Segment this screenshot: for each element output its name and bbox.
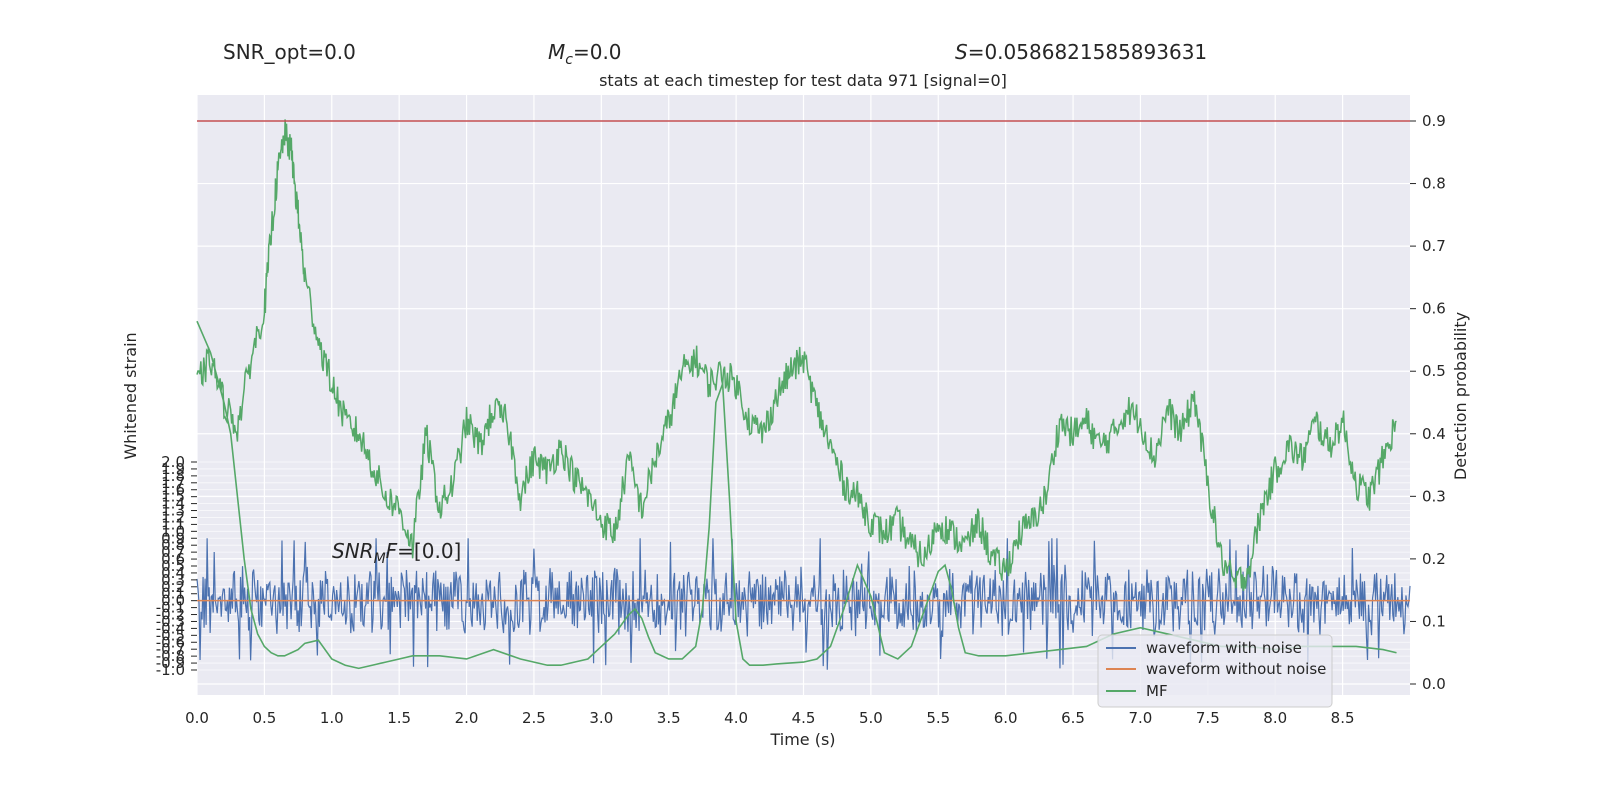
snr-opt-label: SNR_opt=0.0 <box>223 40 356 64</box>
y-right-tick-label: 0.9 <box>1422 112 1446 130</box>
x-tick-label: 8.5 <box>1331 709 1355 727</box>
legend: waveform with noise waveform without noi… <box>1097 634 1333 708</box>
x-tick-label: 6.0 <box>994 709 1018 727</box>
snr-mf-sub: M <box>374 551 386 567</box>
x-tick-label: 3.0 <box>589 709 613 727</box>
y-left-tick-label: 0.3 <box>161 571 185 589</box>
y-left-tick-label: -0.6 <box>156 633 185 651</box>
y-left-tick-label: -0.2 <box>156 606 185 624</box>
chirp-mass-sub: c <box>565 52 573 68</box>
y-left-tick-label: -0.8 <box>156 647 185 665</box>
y-left-tick-label: -0.3 <box>156 612 185 630</box>
y-left-tick-label: 1.7 <box>161 474 185 492</box>
x-axis-label: Time (s) <box>769 730 835 749</box>
legend-label-noisy: waveform with noise <box>1146 639 1302 657</box>
y-right-tick-label: 0.2 <box>1422 550 1446 568</box>
x-tick-label: 4.5 <box>792 709 816 727</box>
y-left-tick-label: 1.9 <box>161 460 185 478</box>
y-left-tick-label: -0.1 <box>156 599 185 617</box>
y-right-tick-label: 0.1 <box>1422 612 1446 630</box>
s-stat-symbol: S <box>955 40 968 64</box>
x-tick-label: 0.0 <box>185 709 209 727</box>
y-right-tick-label: 0.5 <box>1422 362 1446 380</box>
y-left-tick-label: -0.7 <box>156 640 185 658</box>
x-tick-label: 3.5 <box>657 709 681 727</box>
y-left-tick-label: -0.4 <box>156 619 185 637</box>
y-left-tick-label: 0.0 <box>161 592 185 610</box>
y-right-tick-label: 0.7 <box>1422 237 1446 255</box>
x-tick-label: 5.0 <box>859 709 883 727</box>
y-right-tick-label: 0.6 <box>1422 300 1446 318</box>
y-left-tick-label: 1.4 <box>161 495 185 513</box>
snr-mf-value: =[0.0] <box>397 539 461 563</box>
y-left-tick-label: 1.6 <box>161 481 185 499</box>
y-left-tick-label: 1.2 <box>161 508 185 526</box>
y-left-tick-label: 0.9 <box>161 529 185 547</box>
y-left-tick-label: 2.0 <box>161 453 185 471</box>
y-left-tick-label: -0.9 <box>156 654 185 672</box>
chirp-mass-label: Mc=0.0 <box>548 40 622 68</box>
snr-mf-mid: F <box>386 539 398 563</box>
y-left-tick-label: 0.1 <box>161 585 185 603</box>
y-left-tick-label: 1.5 <box>161 488 185 506</box>
y-left-axis-label: Whitened strain <box>121 332 140 459</box>
s-stat-value: =0.0586821585893631 <box>968 40 1207 64</box>
legend-label-mf: MF <box>1146 682 1168 700</box>
legend-box <box>1097 634 1333 708</box>
y-right-axis-label: Detection probability <box>1451 312 1470 480</box>
s-stat-label: S=0.0586821585893631 <box>955 40 1207 64</box>
y-right-tick-label: 0.3 <box>1422 487 1446 505</box>
x-tick-label: 5.5 <box>926 709 950 727</box>
x-tick-label: 7.0 <box>1129 709 1153 727</box>
snr-mf-annotation: SNRMF=[0.0] <box>332 539 461 567</box>
x-tick-label: 2.0 <box>455 709 479 727</box>
x-tick-label: 0.5 <box>252 709 276 727</box>
y-right-tick-label: 0.4 <box>1422 425 1446 443</box>
x-tick-label: 1.0 <box>320 709 344 727</box>
y-left-tick-label: 0.6 <box>161 550 185 568</box>
y-left-tick-label: 0.8 <box>161 536 185 554</box>
y-left-tick-label: 1.0 <box>161 522 185 540</box>
x-tick-label: 4.0 <box>724 709 748 727</box>
x-tick-label: 1.5 <box>387 709 411 727</box>
y-right-tick-label: 0.0 <box>1422 675 1446 693</box>
chirp-mass-symbol: M <box>548 40 565 64</box>
y-left-tick-label: -0.5 <box>156 626 185 644</box>
series-waveform-with-noise <box>196 538 1411 670</box>
y-left-tick-label: 0.4 <box>161 564 185 582</box>
y-left-tick-label: 1.1 <box>161 515 185 533</box>
chirp-mass-value: =0.0 <box>573 40 622 64</box>
y-left-tick-label: 0.5 <box>161 557 185 575</box>
y-left-tick-label: 0.2 <box>161 578 185 596</box>
series-mf <box>196 320 1397 670</box>
axes-layer: 0.0 0.5 1.0 1.5 2.0 2.5 3.0 3.5 4.0 4.5 5.0 5.5 6.0 6… <box>156 112 1446 727</box>
x-tick-label: 6.5 <box>1061 709 1085 727</box>
legend-label-clean: waveform without noise <box>1146 660 1326 678</box>
x-tick-label: 2.5 <box>522 709 546 727</box>
chart-title: stats at each timestep for test data 971… <box>599 71 1007 90</box>
y-left-tick-label: -1.0 <box>156 661 185 679</box>
x-tick-label: 7.5 <box>1196 709 1220 727</box>
y-left-tick-label: 1.3 <box>161 502 185 520</box>
y-right-tick-label: 0.8 <box>1422 175 1446 193</box>
y-left-tick-label: 1.8 <box>161 467 185 485</box>
series-layer <box>196 119 1411 670</box>
snr-mf-prefix: SNR <box>332 539 374 563</box>
x-tick-label: 8.0 <box>1263 709 1287 727</box>
series-detection-probability <box>196 119 1397 591</box>
y-left-tick-label: 0.7 <box>161 543 185 561</box>
